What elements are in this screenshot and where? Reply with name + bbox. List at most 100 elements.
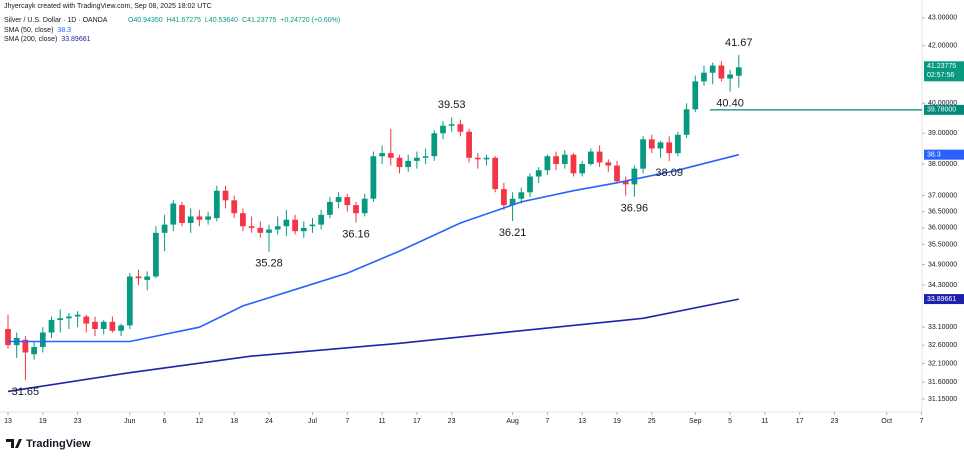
- candle: [187, 208, 194, 233]
- candle: [231, 195, 238, 219]
- x-tick-label: 25: [648, 418, 656, 425]
- candle: [92, 316, 98, 337]
- candle-body: [274, 226, 281, 230]
- y-tick-label: 42.00000: [928, 43, 957, 50]
- candle: [100, 320, 107, 335]
- candle: [640, 136, 646, 174]
- candle: [588, 148, 594, 166]
- candle: [579, 160, 586, 177]
- candle-body: [605, 162, 612, 166]
- candle-body: [501, 189, 507, 206]
- candle-body: [527, 176, 533, 193]
- candle: [196, 209, 203, 227]
- x-tick-label: Aug: [506, 418, 519, 425]
- candle: [13, 332, 20, 358]
- candle-body: [561, 154, 568, 164]
- candle-body: [335, 197, 342, 202]
- y-tick-label: 37.00000: [928, 192, 957, 199]
- candle-body: [309, 224, 316, 227]
- y-tick-label: 34.30000: [928, 282, 957, 289]
- y-tick-label: 35.50000: [928, 241, 957, 248]
- y-tick-label: 31.60000: [928, 379, 957, 386]
- x-tick-label: 7: [545, 418, 549, 425]
- candle: [179, 201, 185, 227]
- y-tick-label: 36.50000: [928, 208, 957, 215]
- candle: [631, 165, 638, 197]
- candle: [48, 316, 55, 338]
- x-tick-label: 23: [448, 418, 456, 425]
- candle-body: [414, 157, 420, 161]
- x-tick-label: 19: [613, 418, 621, 425]
- candle: [335, 192, 342, 209]
- candle-body: [675, 134, 681, 154]
- candle-body: [553, 156, 559, 164]
- candle-body: [483, 157, 490, 160]
- candle: [83, 314, 90, 333]
- candle: [561, 150, 568, 169]
- candle: [161, 214, 168, 252]
- y-tick-label: 33.10000: [928, 324, 957, 331]
- candle: [213, 185, 220, 222]
- annotation: 40.40: [716, 97, 744, 109]
- candle-body: [509, 198, 516, 206]
- candle-body: [5, 328, 11, 346]
- candle: [39, 327, 46, 353]
- candle-body: [222, 190, 229, 201]
- candle-body: [535, 170, 542, 177]
- legend-value: 38.3: [57, 27, 71, 34]
- price-label: 41.23775: [927, 63, 956, 70]
- candle-body: [318, 214, 325, 225]
- x-tick-label: 19: [39, 418, 47, 425]
- candle-body: [100, 321, 107, 329]
- candle-body: [440, 125, 446, 134]
- candle: [396, 154, 403, 174]
- axis-label: 38.3: [927, 152, 941, 159]
- candle-body: [153, 232, 159, 277]
- x-tick-label: Oct: [881, 418, 892, 425]
- logo: TradingView: [6, 438, 91, 450]
- candle-body: [135, 276, 142, 279]
- candle-body: [387, 153, 394, 158]
- candle-body: [66, 316, 72, 319]
- candle-body: [257, 227, 264, 233]
- annotation: 36.16: [342, 229, 370, 241]
- y-tick-label: 32.60000: [928, 342, 957, 349]
- candle: [553, 151, 559, 171]
- logo-text: TradingView: [26, 438, 91, 450]
- candle: [544, 154, 551, 175]
- candle: [457, 119, 464, 137]
- candle: [74, 311, 81, 328]
- candle-body: [22, 339, 29, 353]
- x-tick-label: 18: [230, 418, 238, 425]
- candle: [370, 151, 377, 202]
- y-tick-label: 43.00000: [928, 15, 957, 22]
- x-tick-label: 13: [4, 418, 12, 425]
- candle-body: [666, 142, 673, 154]
- annotation: 31.65: [12, 386, 40, 398]
- candle: [614, 160, 620, 183]
- x-tick-label: 5: [728, 418, 732, 425]
- candle: [135, 269, 142, 286]
- candle-body: [240, 213, 246, 227]
- candle: [144, 271, 151, 291]
- hline-label: 39.78000: [927, 107, 956, 114]
- candle-body: [231, 200, 238, 214]
- candle: [283, 209, 290, 237]
- candle: [666, 136, 673, 162]
- x-tick-label: 7: [920, 418, 924, 425]
- sma-line: [7, 298, 739, 393]
- candle: [57, 309, 64, 333]
- candle-body: [126, 276, 133, 326]
- candle: [309, 218, 316, 233]
- candle: [431, 130, 438, 161]
- candle: [692, 75, 699, 113]
- candle: [222, 185, 229, 209]
- candle: [466, 128, 472, 163]
- y-tick-label: 31.15000: [928, 396, 957, 403]
- logo-icon: [6, 439, 22, 448]
- candle: [318, 209, 325, 230]
- x-tick-label: 13: [578, 418, 586, 425]
- candle: [353, 201, 359, 223]
- annotation: 41.67: [725, 37, 753, 49]
- candle: [483, 154, 490, 166]
